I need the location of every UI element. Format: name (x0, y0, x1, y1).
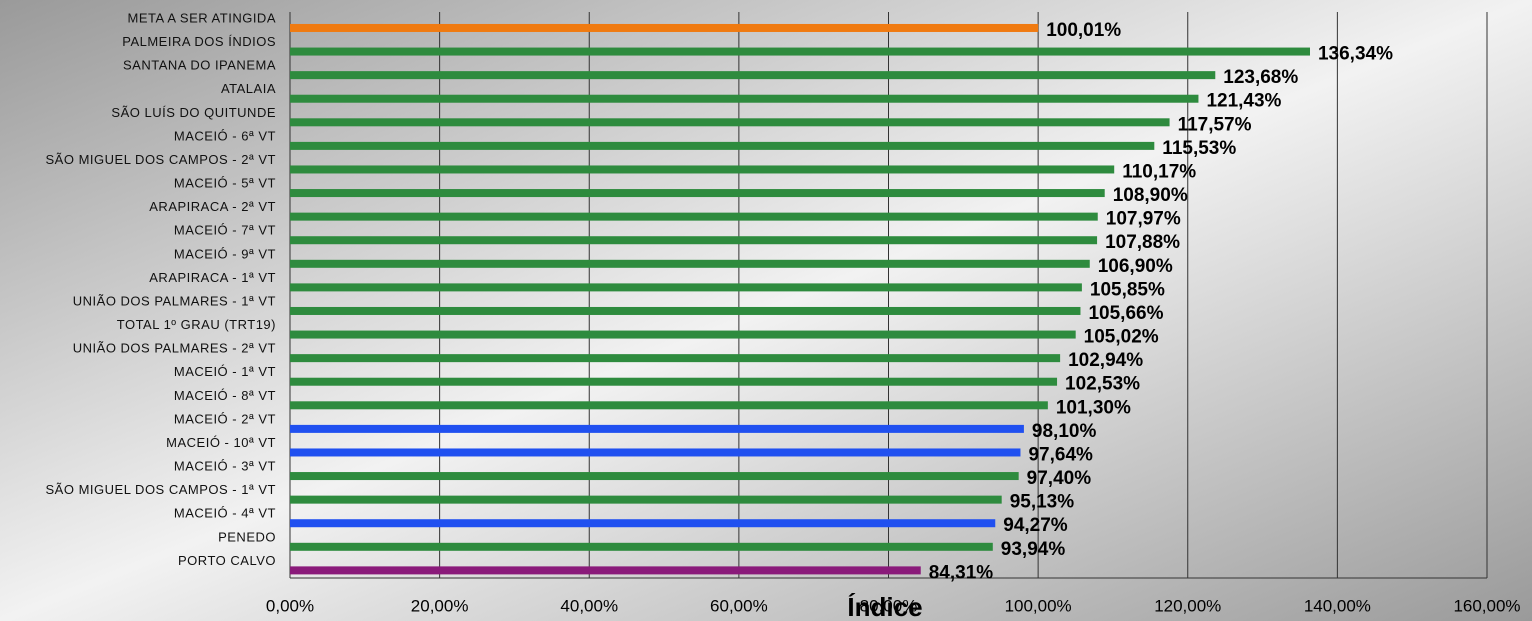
y-tick-label: PALMEIRA DOS ÍNDIOS (122, 34, 276, 49)
bar (290, 472, 1019, 481)
x-tick-label: 120,00% (1154, 596, 1221, 615)
bar (290, 212, 1098, 221)
x-tick-label: 160,00% (1453, 596, 1520, 615)
y-tick-label: MACEIÓ - 6ª VT (174, 128, 276, 143)
x-tick-label: 80,00% (860, 596, 918, 615)
data-label: 107,88% (1105, 232, 1180, 253)
bar (290, 354, 1061, 363)
y-tick-label: SÃO MIGUEL DOS CAMPOS - 1ª VT (46, 482, 276, 497)
x-axis-title: Índice (847, 592, 922, 621)
y-tick-label: ARAPIRACA - 2ª VT (149, 199, 276, 214)
data-label: 102,94% (1068, 350, 1143, 371)
bar (290, 94, 1199, 103)
data-label: 117,57% (1178, 114, 1252, 135)
y-tick-label: MACEIÓ - 9ª VT (174, 246, 276, 261)
y-tick-label: SÃO MIGUEL DOS CAMPOS - 2ª VT (46, 152, 276, 167)
bar (290, 71, 1216, 80)
x-tick-label: 60,00% (710, 596, 768, 615)
bar (290, 401, 1048, 410)
y-tick-label: ATALAIA (221, 81, 276, 96)
bar (290, 566, 921, 575)
data-label: 105,66% (1088, 303, 1163, 324)
y-tick-label: SÃO LUÍS DO QUITUNDE (111, 105, 276, 120)
y-tick-label: MACEIÓ - 8ª VT (174, 388, 276, 403)
data-label: 84,31% (929, 562, 994, 583)
data-label: 95,13% (1010, 492, 1075, 513)
y-tick-label: MACEIÓ - 4ª VT (174, 506, 276, 521)
bar (290, 165, 1115, 174)
data-label: 98,10% (1032, 421, 1097, 442)
y-tick-label: PORTO CALVO (178, 553, 276, 568)
bar (290, 141, 1155, 150)
data-label: 97,40% (1027, 468, 1092, 489)
bar (290, 519, 996, 528)
y-tick-label: TOTAL 1º GRAU (TRT19) (117, 317, 276, 332)
data-label: 94,27% (1003, 515, 1068, 536)
y-tick-label: PENEDO (218, 529, 276, 544)
bar (290, 330, 1076, 339)
data-label: 93,94% (1001, 539, 1066, 560)
bar (290, 236, 1098, 245)
data-label: 101,30% (1056, 397, 1131, 418)
x-tick-label: 20,00% (411, 596, 469, 615)
y-tick-label: SANTANA DO IPANEMA (123, 58, 276, 73)
x-tick-label: 0,00% (266, 596, 314, 615)
data-label: 108,90% (1113, 185, 1188, 206)
y-tick-label: MACEIÓ - 5ª VT (174, 176, 276, 191)
data-label: 100,01% (1046, 20, 1121, 41)
data-label: 102,53% (1065, 374, 1140, 395)
bar (290, 259, 1090, 268)
data-label: 110,17% (1122, 161, 1196, 182)
bar (290, 542, 993, 551)
data-label: 106,90% (1098, 256, 1173, 277)
bar (290, 495, 1002, 504)
data-label: 123,68% (1223, 67, 1298, 88)
data-label: 105,02% (1084, 327, 1159, 348)
bar (290, 283, 1082, 292)
x-tick-label: 40,00% (560, 596, 618, 615)
data-label: 97,64% (1028, 444, 1093, 465)
bar (290, 377, 1058, 386)
bar (290, 118, 1170, 127)
data-label: 121,43% (1206, 91, 1281, 112)
y-tick-label: MACEIÓ - 2ª VT (174, 411, 276, 426)
y-tick-label: MACEIÓ - 7ª VT (174, 223, 276, 238)
bar (290, 424, 1024, 433)
bar (290, 189, 1105, 198)
bar (290, 306, 1081, 315)
data-label: 107,97% (1106, 209, 1181, 230)
bar (290, 448, 1021, 457)
y-tick-label: MACEIÓ - 3ª VT (174, 459, 276, 474)
y-tick-label: META A SER ATINGIDA (128, 10, 276, 25)
y-tick-label: MACEIÓ - 1ª VT (174, 364, 276, 379)
data-label: 105,85% (1090, 279, 1165, 300)
y-tick-label: MACEIÓ - 10ª VT (166, 435, 276, 450)
x-tick-label: 140,00% (1304, 596, 1371, 615)
x-tick-label: 100,00% (1005, 596, 1072, 615)
bar (290, 23, 1039, 32)
y-tick-label: UNIÃO DOS PALMARES - 1ª VT (73, 293, 276, 308)
bar (290, 47, 1310, 56)
y-tick-label: UNIÃO DOS PALMARES - 2ª VT (73, 341, 276, 356)
data-label: 115,53% (1162, 138, 1236, 159)
data-label: 136,34% (1318, 44, 1393, 65)
y-tick-label: ARAPIRACA - 1ª VT (149, 270, 276, 285)
